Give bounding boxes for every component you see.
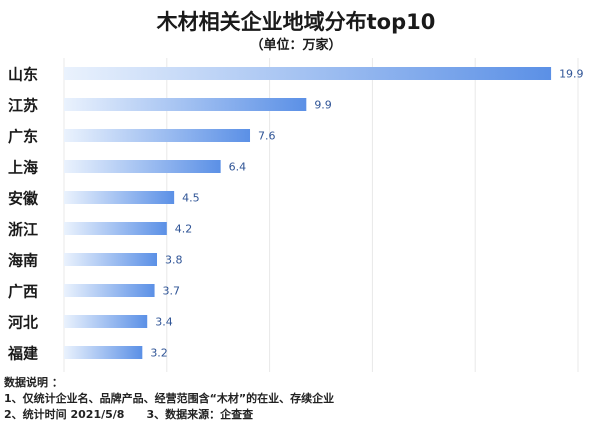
bar (64, 253, 158, 266)
bar (64, 284, 155, 297)
bar (64, 222, 167, 235)
bar (64, 98, 307, 111)
bar (64, 160, 221, 173)
value-label: 4.2 (175, 223, 193, 236)
value-label: 3.4 (155, 316, 173, 329)
category-label: 海南 (8, 252, 38, 270)
bar (64, 67, 552, 80)
bar (64, 315, 148, 328)
notes-stat-time: 2、统计时间 2021/5/8 (4, 408, 125, 421)
labels: 山东 19.9 江苏 9.9 广东 7.6 上海 6.4 安徽 4.5 浙江 4.2 海南 3.8 广西 3.… (7, 66, 584, 363)
data-notes: 数据说明 ： 1、仅统计企业名、品牌产品、经营范围含“木材”的在业、存续企业 2… (4, 375, 589, 423)
category-label: 浙江 (8, 221, 38, 239)
category-label: 广西 (8, 283, 38, 301)
category-label: 河北 (8, 314, 38, 332)
value-label: 4.5 (182, 192, 200, 205)
value-label: 3.7 (163, 285, 181, 298)
notes-line-1: 1、仅统计企业名、品牌产品、经营范围含“木材”的在业、存续企业 (4, 392, 335, 405)
notes-line-2: 2、统计时间 2021/5/8 3、数据来源：企查查 (4, 407, 589, 423)
chart-subtitle: （单位：万家） (250, 38, 342, 53)
notes-source: 3、数据来源：企查查 (146, 408, 254, 421)
bar (64, 346, 143, 359)
bar-chart: 山东 19.9 江苏 9.9 广东 7.6 上海 6.4 安徽 4.5 浙江 4.2 海南 3.8 广西 3.… (7, 58, 584, 372)
category-label: 广东 (8, 128, 38, 146)
category-label: 山东 (8, 66, 38, 84)
category-label: 福建 (7, 345, 39, 363)
value-label: 3.8 (165, 254, 183, 267)
value-label: 9.9 (314, 99, 332, 112)
notes-heading: 数据说明 ： (4, 376, 63, 389)
category-label: 江苏 (8, 97, 38, 115)
value-label: 19.9 (559, 68, 584, 81)
value-label: 7.6 (258, 130, 276, 143)
value-label: 6.4 (229, 161, 247, 174)
chart-title: 木材相关企业地域分布top10 (156, 10, 436, 34)
value-label: 3.2 (150, 347, 168, 360)
bars (64, 67, 552, 359)
category-label: 上海 (8, 159, 38, 177)
category-label: 安徽 (8, 190, 39, 208)
bar (64, 129, 251, 142)
bar (64, 191, 175, 204)
